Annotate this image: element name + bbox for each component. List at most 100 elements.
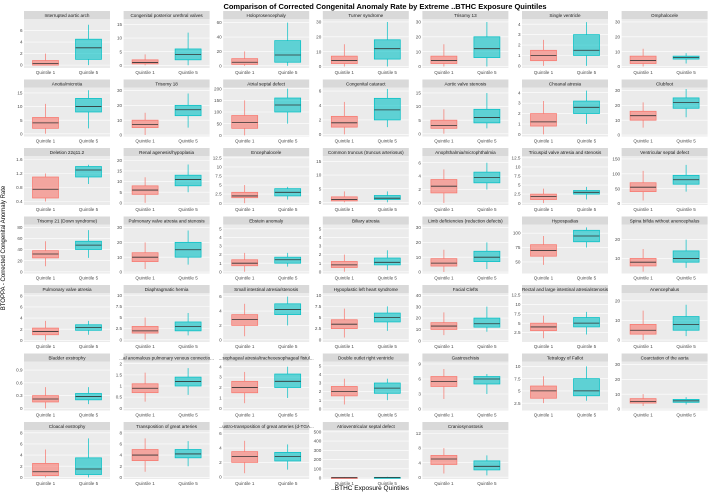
facet-panel: Pulmonary valve atresia 0 2 4 6 8 Quintile 1 Qu…	[20, 285, 110, 349]
x-tick-label: Quintile 1	[135, 344, 155, 349]
facet-panel: Anencephalus 0 10 20 Quintile 1 Quintile 5	[615, 285, 708, 349]
y-tick-label: 4	[219, 235, 222, 240]
x-tick-label: Quintile 5	[477, 70, 497, 75]
x-tick-label: Quintile 5	[676, 276, 696, 281]
x-tick-label: Quintile 1	[235, 344, 255, 349]
box-quintile-5	[373, 195, 401, 200]
facet-panel: Tricuspid valve atresia and stenosis 0 2.5…	[512, 148, 608, 212]
facet-panel: Trisomy 21 (Down syndrome) 0 20 40 60 80 Quint…	[17, 216, 110, 281]
x-tick-label: Quintile 5	[278, 276, 298, 281]
facet-label: Trisomy 21 (Down syndrome)	[37, 219, 98, 224]
facet-panel: Pulmonary valve atresia and stenosis 0 10 2…	[117, 216, 210, 281]
facet-label: Gastroschisis	[452, 356, 480, 361]
facet-panel: Congenital posterior urethral valves 0 5 10…	[117, 11, 210, 75]
box-quintile-5	[174, 174, 202, 187]
facet-strip	[522, 148, 608, 156]
y-tick-label: 12.5	[512, 292, 521, 297]
y-tick-label: 100	[314, 466, 322, 471]
y-tick-label: 7.5	[315, 304, 322, 309]
y-tick-label: 8	[20, 293, 23, 298]
facet-strip	[422, 11, 509, 19]
y-tick-label: 15	[117, 22, 123, 27]
y-tick-label: 1	[319, 398, 322, 403]
y-tick-label: 3	[219, 244, 222, 249]
box-quintile-1	[629, 55, 657, 64]
x-tick-label: Quintile 1	[534, 344, 554, 349]
x-tick-label: Quintile 1	[633, 344, 653, 349]
box-quintile-1	[131, 59, 159, 65]
box-quintile-5	[373, 257, 401, 266]
facet-strip	[422, 422, 509, 430]
y-tick-label: 6	[319, 89, 322, 94]
facet-strip	[422, 353, 509, 362]
y-tick-label: 0	[120, 337, 123, 342]
y-tick-label: 20	[615, 34, 621, 39]
facet-panel: ...al anomalous pulmonary venous connect…	[116, 353, 214, 418]
y-tick-label: 4	[418, 174, 421, 179]
y-tick-label: 0.6	[16, 380, 23, 385]
x-tick-label: Quintile 1	[135, 207, 155, 212]
y-tick-label: 60	[17, 236, 23, 241]
facet-strip	[223, 79, 310, 88]
y-tick-label: 1	[219, 261, 222, 266]
facet-panel: Anophthalmia/microphthalmia 0 2 4 6 Quintile …	[418, 148, 509, 212]
y-tick-label: 0	[418, 201, 421, 206]
y-tick-label: 30	[316, 20, 322, 25]
facet-strip	[223, 285, 310, 293]
y-tick-label: 6	[20, 305, 23, 310]
y-tick-label: 0	[418, 131, 421, 136]
x-tick-label: Quintile 5	[378, 344, 398, 349]
x-tick-label: Quintile 5	[278, 70, 298, 75]
y-tick-label: 40	[416, 293, 422, 298]
facet-label: Spina bifida without anencephalus	[630, 219, 700, 224]
y-tick-label: 75	[515, 245, 521, 250]
y-tick-label: 0	[319, 269, 322, 274]
facet-strip	[24, 148, 110, 156]
facet-label: Biliary atresia	[352, 219, 380, 224]
x-tick-label: Quintile 1	[534, 207, 554, 212]
box-quintile-5	[75, 457, 102, 475]
x-tick-label: Quintile 5	[178, 413, 198, 418]
facet-panel: Omphalocele 0 10 20 30 Quintile 1 Quintile 5	[615, 11, 708, 75]
y-tick-label: 2.5	[116, 326, 123, 331]
y-tick-label: 80	[17, 225, 23, 230]
facet-label: Congenital posterior urethral valves	[130, 13, 203, 18]
y-tick-label: 20	[615, 237, 621, 242]
y-tick-label: 8	[120, 430, 123, 435]
facet-panel: Deletion 22q11.2 0.4 0.8 1.2 1.6 Quintile 1 Qu…	[16, 148, 110, 212]
facet-label: Craniosynostosis	[448, 424, 484, 429]
facet-label: Anencephalus	[650, 287, 680, 292]
x-tick-label: Quintile 1	[335, 70, 355, 75]
x-tick-label: Quintile 5	[378, 413, 398, 418]
y-tick-label: 2	[120, 361, 123, 366]
box-quintile-1	[430, 55, 458, 64]
x-tick-label: Quintile 5	[378, 481, 398, 486]
x-tick-label: Quintile 1	[335, 481, 355, 486]
facet-strip	[322, 79, 409, 88]
facet-label: Transposition of great arteries	[136, 424, 198, 429]
y-tick-label: 20	[117, 103, 123, 108]
facet-panel: Transposition of great arteries 0 2 4 6 8 Quin…	[120, 422, 210, 486]
y-tick-label: 50	[217, 121, 223, 126]
y-tick-label: 4	[319, 103, 322, 108]
x-tick-label: Quintile 5	[676, 139, 696, 144]
y-tick-label: 30	[615, 88, 621, 93]
y-tick-label: 5	[418, 118, 421, 123]
x-tick-label: Quintile 1	[633, 413, 653, 418]
facet-panel: Hypoplastic left heart syndrome 0 2.5 5 7.5 1…	[315, 285, 409, 349]
x-tick-label: Quintile 1	[235, 481, 255, 486]
x-tick-label: Quintile 5	[676, 413, 696, 418]
facet-strip	[621, 353, 708, 362]
y-tick-label: 10	[515, 364, 521, 369]
y-tick-label: 0.3	[16, 393, 23, 398]
facet-strip	[621, 79, 708, 88]
box-quintile-1	[330, 386, 358, 397]
y-tick-label: 10	[117, 255, 123, 260]
y-tick-label: 20	[316, 34, 322, 39]
facet-strip	[24, 353, 110, 362]
facet-strip	[223, 11, 310, 19]
panels-grid: Interrupted aortic arch 0 2 4 6 Quintile 1 Qui…	[16, 11, 708, 486]
y-tick-label: 20	[17, 258, 23, 263]
y-tick-label: 5	[518, 321, 521, 326]
y-tick-label: 0.4	[16, 199, 23, 204]
